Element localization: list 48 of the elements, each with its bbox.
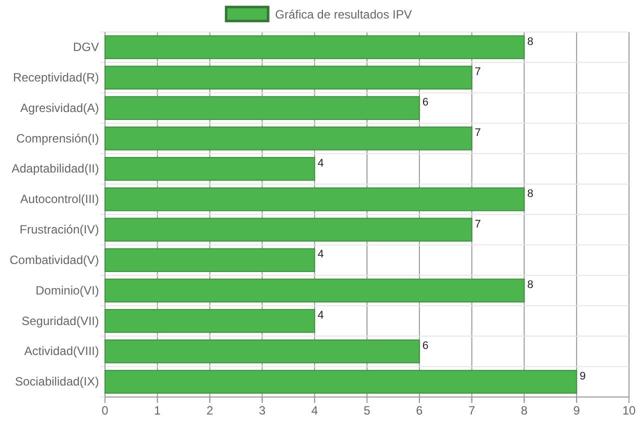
y-tick-label: Actividad(VIII) [24, 344, 99, 358]
data-label: 8 [527, 188, 534, 200]
data-label: 7 [474, 218, 481, 230]
data-label: 7 [474, 66, 481, 78]
data-label: 9 [580, 370, 586, 382]
bar [104, 126, 472, 150]
data-label: 7 [474, 127, 481, 140]
y-tick-label: Agresividad(A) [20, 100, 99, 115]
y-tick-label: Sociabilidad(IX) [14, 374, 99, 389]
bar [104, 309, 316, 333]
y-tick-label: Comprensión(I) [16, 131, 99, 146]
data-label: 6 [422, 340, 429, 352]
bar [104, 96, 420, 120]
y-tick-label: Adaptabilidad(II) [12, 162, 99, 176]
data-label: 6 [422, 96, 429, 109]
bar [104, 156, 316, 181]
x-tick-label: 10 [622, 404, 636, 418]
bar [104, 339, 420, 364]
x-tick-label: 0 [102, 404, 109, 418]
y-tick-label: Frustración(IV) [20, 222, 99, 237]
y-tick-label: Dominio(VI) [36, 283, 99, 298]
x-tick-label: 9 [573, 404, 580, 418]
bar [104, 66, 472, 90]
data-label: 4 [318, 248, 324, 261]
data-label: 8 [527, 279, 534, 292]
series-label: Gráfica de resultados IPV [275, 8, 412, 22]
x-tick-label: 7 [468, 404, 476, 418]
data-label: 4 [318, 157, 324, 170]
y-tick-label: DGV [72, 40, 99, 54]
x-tick-label: 6 [416, 404, 424, 418]
y-tick-label: Autocontrol(III) [20, 192, 99, 206]
x-tick-label: 2 [206, 404, 214, 418]
bar [104, 218, 472, 242]
x-tick-label: 1 [154, 404, 162, 418]
data-label: 8 [527, 36, 534, 48]
x-tick-label: 3 [258, 404, 266, 418]
x-tick-label: 8 [520, 404, 528, 418]
data-label: 4 [318, 310, 324, 322]
y-tick-label: Combatividad(V) [10, 252, 99, 267]
bar [104, 248, 316, 272]
bar [104, 370, 578, 394]
y-tick-label: Receptividad(R) [12, 70, 99, 84]
x-tick-label: 4 [311, 404, 318, 418]
bar [104, 187, 525, 212]
y-tick-label: Seguridad(VII) [22, 314, 99, 328]
x-tick-label: 5 [364, 404, 371, 418]
bar [104, 278, 525, 302]
bar [104, 35, 525, 60]
